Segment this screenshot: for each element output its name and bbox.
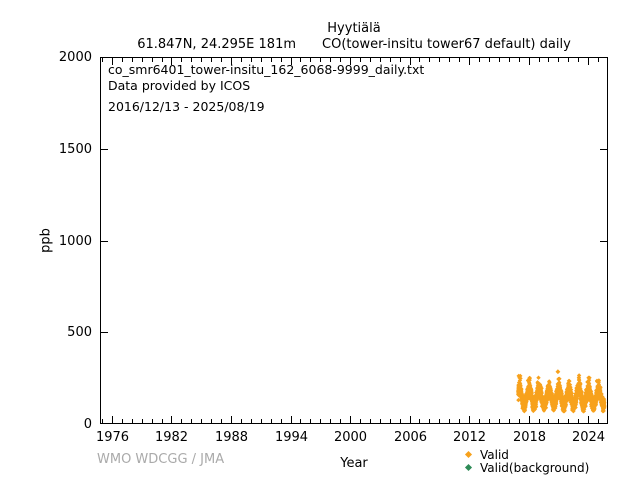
- data-provider: Data provided by ICOS: [108, 77, 251, 93]
- series-valid-points: [516, 369, 607, 414]
- valid-diamond-icon: [464, 450, 473, 459]
- x-tick-label: 1982: [154, 430, 189, 445]
- station-coordinates: 61.847N, 24.295E 181m: [137, 37, 297, 52]
- x-tick-label: 1994: [274, 430, 309, 445]
- x-tick-label: 2000: [333, 430, 368, 445]
- watermark: WMO WDCGG / JMA: [97, 452, 225, 467]
- valid-background-diamond-icon: [464, 463, 473, 472]
- legend-item-valid-background: Valid(background): [462, 460, 590, 475]
- legend-item-valid: Valid: [462, 447, 589, 462]
- plot-area: [100, 57, 608, 424]
- x-tick-label: 2018: [512, 430, 547, 445]
- legend-label-valid-background: Valid(background): [480, 460, 590, 475]
- x-tick-label: 1988: [214, 430, 249, 445]
- x-tick-label: 2024: [571, 430, 606, 445]
- station-title: Hyytiälä: [327, 21, 381, 36]
- x-tick-label: 2006: [393, 430, 428, 445]
- y-tick-label: 0: [83, 416, 92, 432]
- chart-subtitle: 61.847N, 24.295E 181m CO(tower-insitu tow…: [100, 37, 608, 52]
- y-tick-label: 2000: [58, 49, 92, 65]
- y-tick-label: 500: [67, 324, 92, 340]
- y-tick-label: 1500: [58, 141, 92, 157]
- y-tick-label: 1000: [58, 233, 92, 249]
- x-tick-label: 1976: [95, 430, 130, 445]
- legend-label-valid: Valid: [480, 447, 509, 462]
- legend: Valid Valid(background): [462, 447, 590, 475]
- data-date-range: 2016/12/13 - 2025/08/19: [108, 99, 265, 114]
- data-file-name: co_smr6401_tower-insitu_162_6068-9999_da…: [108, 62, 425, 77]
- x-tick-label: 2012: [452, 430, 487, 445]
- parameter-label: CO(tower-insitu tower67 default) daily: [322, 37, 571, 52]
- x-axis-label: Year: [340, 456, 368, 471]
- plot-annotation: co_smr6401_tower-insitu_162_6068-9999_da…: [108, 62, 424, 115]
